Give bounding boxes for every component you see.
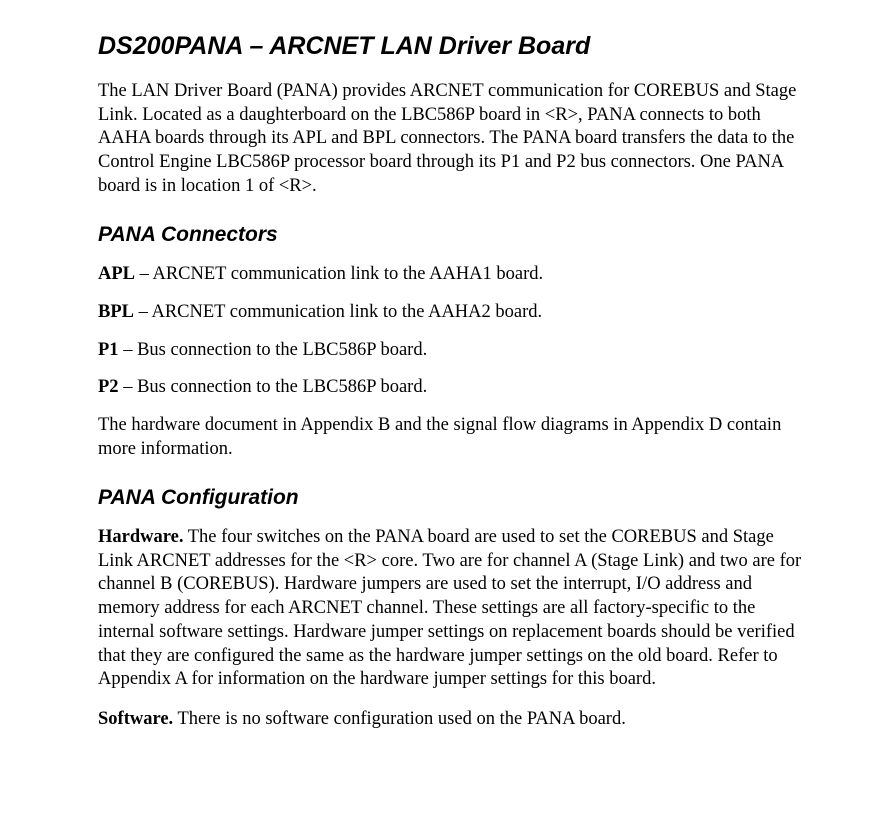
connector-item: APL – ARCNET communication link to the A…: [98, 263, 804, 287]
connector-desc: – Bus connection to the LBC586P board.: [119, 377, 428, 397]
configuration-heading: PANA Configuration: [98, 485, 804, 512]
connectors-heading: PANA Connectors: [98, 222, 804, 249]
software-paragraph: Software. There is no software configura…: [98, 708, 804, 732]
connector-label: BPL: [98, 302, 134, 322]
connector-label: P2: [98, 377, 119, 397]
connector-label: APL: [98, 264, 135, 284]
connector-desc: – Bus connection to the LBC586P board.: [119, 340, 428, 360]
connector-desc: – ARCNET communication link to the AAHA2…: [134, 302, 542, 322]
document-page: DS200PANA – ARCNET LAN Driver Board The …: [0, 0, 874, 788]
software-text: There is no software configuration used …: [173, 709, 626, 729]
connector-item: P2 – Bus connection to the LBC586P board…: [98, 376, 804, 400]
intro-paragraph: The LAN Driver Board (PANA) provides ARC…: [98, 80, 804, 198]
hardware-paragraph: Hardware. The four switches on the PANA …: [98, 526, 804, 692]
page-title: DS200PANA – ARCNET LAN Driver Board: [98, 30, 804, 62]
connector-item: P1 – Bus connection to the LBC586P board…: [98, 339, 804, 363]
connectors-footnote: The hardware document in Appendix B and …: [98, 414, 804, 461]
connector-label: P1: [98, 340, 119, 360]
hardware-text: The four switches on the PANA board are …: [98, 527, 801, 689]
hardware-label: Hardware.: [98, 527, 183, 547]
connector-item: BPL – ARCNET communication link to the A…: [98, 301, 804, 325]
software-label: Software.: [98, 709, 173, 729]
connector-desc: – ARCNET communication link to the AAHA1…: [135, 264, 543, 284]
